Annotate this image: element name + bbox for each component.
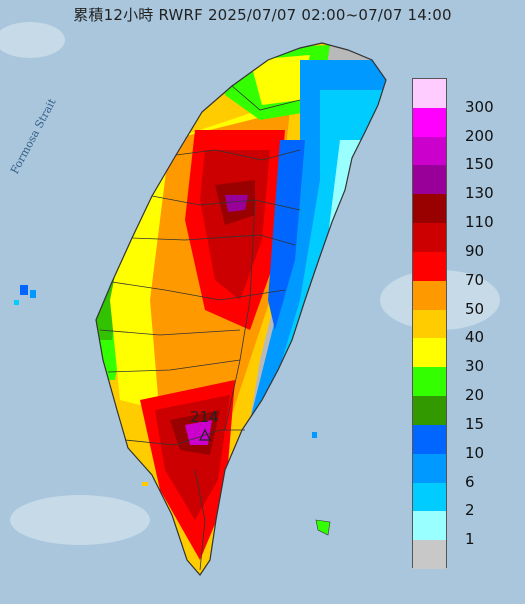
legend-swatch bbox=[413, 223, 446, 253]
map-title: 累積12小時 RWRF 2025/07/07 02:00~07/07 14:00 bbox=[73, 6, 452, 24]
legend-label: 20 bbox=[465, 386, 485, 405]
legend-swatch bbox=[413, 309, 446, 339]
legend-swatch bbox=[413, 165, 446, 195]
legend-swatch bbox=[413, 280, 446, 311]
legend-swatch bbox=[413, 453, 446, 484]
legend-swatch bbox=[413, 251, 446, 282]
legend-swatch bbox=[413, 194, 446, 224]
legend-label: 130 bbox=[465, 184, 494, 203]
legend-label: 1 bbox=[465, 530, 475, 549]
legend-label: 6 bbox=[465, 472, 475, 491]
legend-label: 70 bbox=[465, 270, 485, 289]
legend-swatch bbox=[413, 482, 446, 512]
legend-swatch bbox=[413, 136, 446, 166]
legend-label: 50 bbox=[465, 299, 485, 318]
legend-label: 2 bbox=[465, 501, 475, 520]
islands bbox=[14, 285, 331, 536]
legend-label: 15 bbox=[465, 414, 485, 433]
legend-swatch bbox=[413, 338, 446, 368]
color-legend bbox=[412, 78, 447, 570]
legend-label: 200 bbox=[465, 126, 494, 145]
legend-swatch bbox=[413, 367, 446, 397]
legend-swatch bbox=[413, 79, 446, 109]
legend-swatch bbox=[413, 511, 446, 541]
legend-label: 150 bbox=[465, 155, 494, 174]
legend-label: 30 bbox=[465, 357, 485, 376]
legend-swatch bbox=[413, 424, 446, 455]
county-boundaries bbox=[95, 42, 387, 576]
legend-label: 300 bbox=[465, 97, 494, 116]
legend-swatch bbox=[413, 107, 446, 138]
peak-rainfall-value: 214 bbox=[190, 408, 219, 426]
legend-swatch bbox=[413, 540, 446, 570]
legend-label: 90 bbox=[465, 241, 485, 260]
legend-label: 40 bbox=[465, 328, 485, 347]
legend-swatch bbox=[413, 396, 446, 426]
legend-label: 110 bbox=[465, 213, 494, 232]
legend-label: 10 bbox=[465, 443, 485, 462]
